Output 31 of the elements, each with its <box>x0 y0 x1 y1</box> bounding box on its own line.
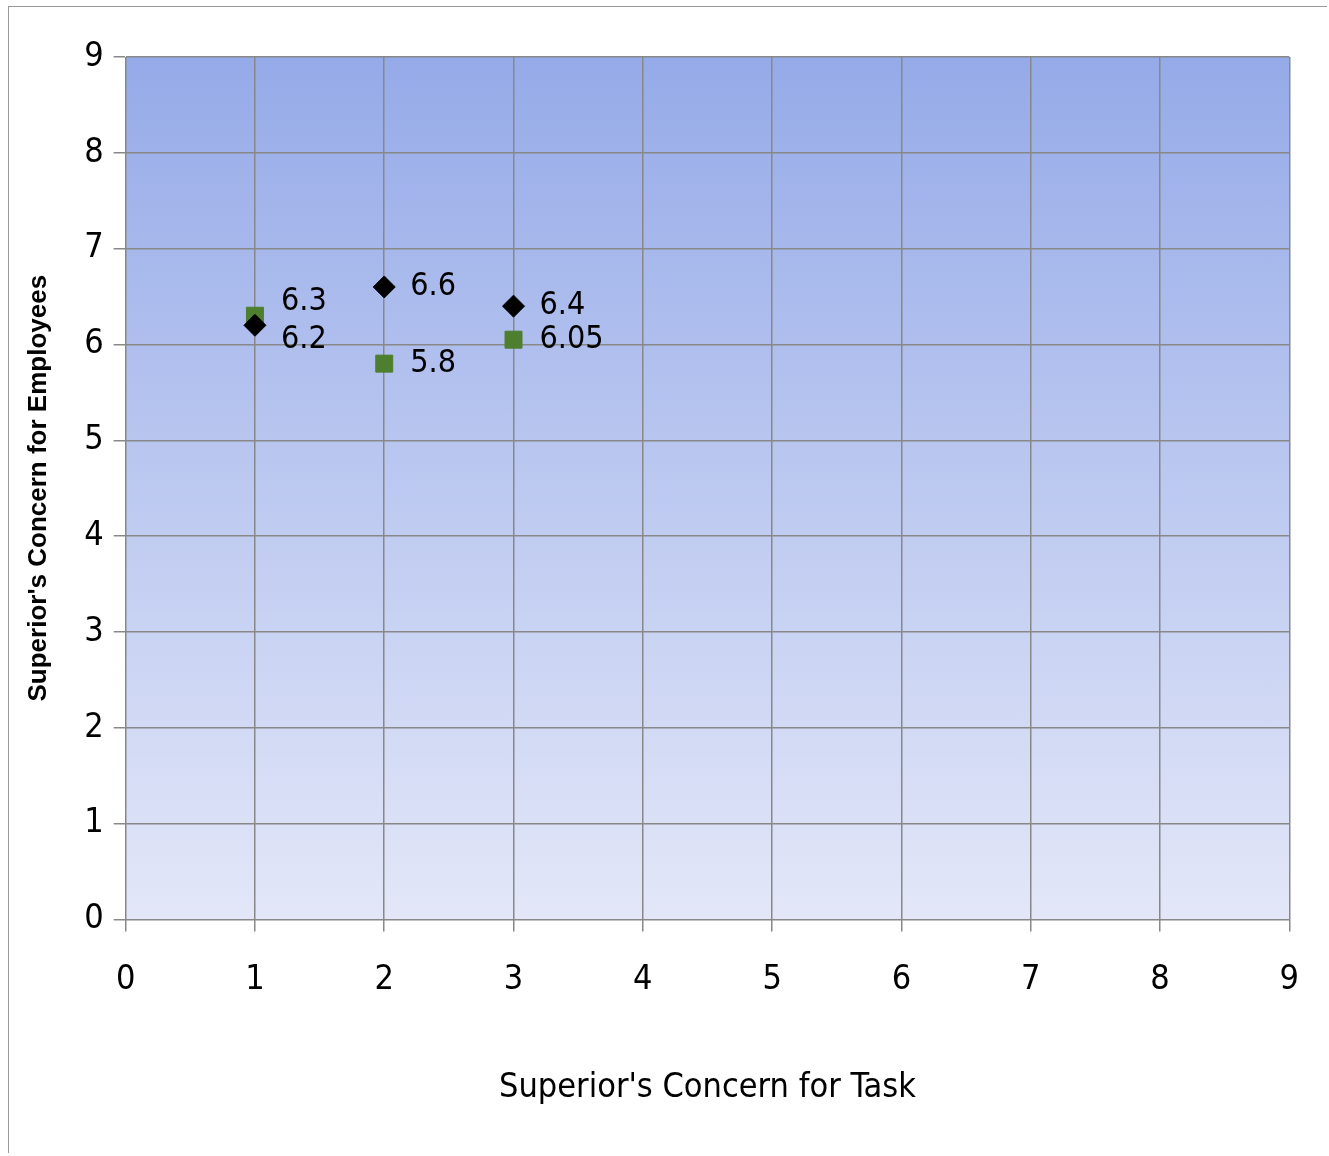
data-label: 6.3 <box>280 280 327 319</box>
x-tick-label: 6 <box>891 956 912 997</box>
x-tick-label: 2 <box>374 956 394 997</box>
point <box>243 313 267 337</box>
x-tick-label: 4 <box>633 956 653 997</box>
y-tick-label: 7 <box>84 225 104 266</box>
y-tick-label: 0 <box>84 896 104 937</box>
x-axis-title: Superior's Concern for Task <box>499 1065 917 1106</box>
y-tick-label: 8 <box>84 129 104 170</box>
x-tick-label: 8 <box>1150 956 1170 997</box>
point <box>502 294 526 318</box>
x-tick-label: 9 <box>1279 956 1300 997</box>
y-tick-label: 9 <box>84 33 104 74</box>
x-tick-label: 3 <box>503 956 524 997</box>
y-tick-label: 1 <box>84 800 104 841</box>
point <box>372 275 396 299</box>
x-tick-label: 0 <box>115 956 136 997</box>
data-label: 6.6 <box>410 265 456 304</box>
x-tick-label: 7 <box>1020 956 1041 997</box>
y-tick-label: 6 <box>84 321 104 362</box>
y-tick-label: 5 <box>84 417 104 458</box>
point <box>375 354 394 373</box>
x-tick-label: 1 <box>245 956 265 997</box>
point <box>504 330 523 349</box>
y-tick-label: 3 <box>84 608 104 649</box>
data-label: 6.2 <box>280 317 327 356</box>
y-tick-label: 4 <box>84 512 104 553</box>
x-tick-label: 5 <box>762 956 782 997</box>
y-tick-label: 2 <box>84 704 104 745</box>
y-axis-title: Superior's Concern for Employees <box>21 274 52 702</box>
data-label: 5.8 <box>410 341 456 380</box>
